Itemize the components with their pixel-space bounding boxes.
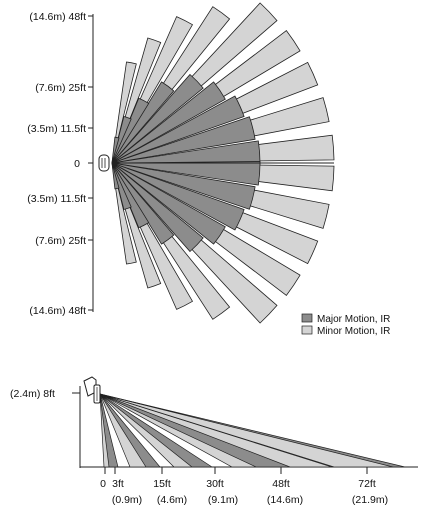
major-zone-upper-5: [111, 81, 175, 164]
major-zone-upper-2: [111, 95, 245, 164]
legend-swatch-minor: [301, 325, 313, 335]
major-zone-lower-4: [111, 162, 204, 253]
major-zone-upper-8: [111, 136, 120, 164]
x-label-9-1m: (9.1m): [208, 494, 238, 506]
side-beam-1: [99, 393, 119, 468]
major-zone-lower-3: [111, 162, 226, 245]
y-label-25ft-bottom: (7.6m) 25ft: [35, 235, 86, 247]
major-zone-upper-6: [111, 97, 150, 164]
y-label-48ft-top: (14.6m) 48ft: [29, 11, 86, 23]
side-beam-3: [99, 393, 161, 468]
legend-swatch-major: [301, 313, 313, 323]
x-label-21-9m: (21.9m): [352, 494, 388, 506]
major-zone-lower-7: [111, 162, 132, 210]
major-zone-lower-5: [111, 162, 175, 245]
sensor-icon: [98, 154, 110, 172]
side-beam-10: [99, 393, 406, 468]
major-zone-upper-3: [111, 81, 226, 164]
x-label-0-9m: (0.9m): [112, 494, 142, 506]
side-view: (2.4m) 8ft 0 3ft 15ft 30ft 48ft 72ft (0.…: [10, 376, 418, 506]
x-label-30ft: 30ft: [206, 478, 224, 490]
height-label: (2.4m) 8ft: [10, 388, 55, 400]
major-zone-lower-8: [111, 162, 120, 190]
x-label-0ft: 0: [100, 478, 106, 490]
x-label-15ft: 15ft: [153, 478, 171, 490]
x-label-3ft: 3ft: [112, 478, 124, 490]
side-x-ticks: [104, 467, 368, 474]
x-label-4-6m: (4.6m): [157, 494, 187, 506]
legend-label-major: Major Motion, IR: [317, 314, 390, 325]
y-label-25ft-top: (7.6m) 25ft: [35, 82, 86, 94]
major-zone-upper-1: [111, 116, 256, 164]
y-label-zero: 0: [74, 158, 80, 170]
x-label-72ft: 72ft: [358, 478, 376, 490]
side-sensor-icon: [83, 376, 101, 404]
major-zone-lower-2: [111, 162, 245, 231]
major-zone-upper-4: [111, 73, 204, 164]
y-label-48ft-bottom: (14.6m) 48ft: [29, 305, 86, 317]
major-zone-lower-1: [111, 162, 256, 210]
top-view: (14.6m) 48ft (7.6m) 25ft (3.5m) 11.5ft 0…: [27, 2, 390, 337]
y-label-11-5ft-bottom: (3.5m) 11.5ft: [27, 193, 86, 205]
side-beam-5: [99, 393, 214, 468]
major-zone-upper-7: [111, 116, 132, 164]
major-zone-lower-6: [111, 162, 150, 229]
top-view-ticks: [88, 15, 93, 311]
side-view-beams: [99, 393, 406, 468]
legend-label-minor: Minor Motion, IR: [317, 326, 390, 337]
legend: Major Motion, IR Minor Motion, IR: [301, 313, 390, 337]
y-label-11-5ft-top: (3.5m) 11.5ft: [27, 123, 86, 135]
x-label-14-6m: (14.6m): [267, 494, 303, 506]
major-zone-lower-0: [111, 161, 261, 186]
detection-fan: [111, 2, 335, 324]
x-label-48ft: 48ft: [272, 478, 290, 490]
